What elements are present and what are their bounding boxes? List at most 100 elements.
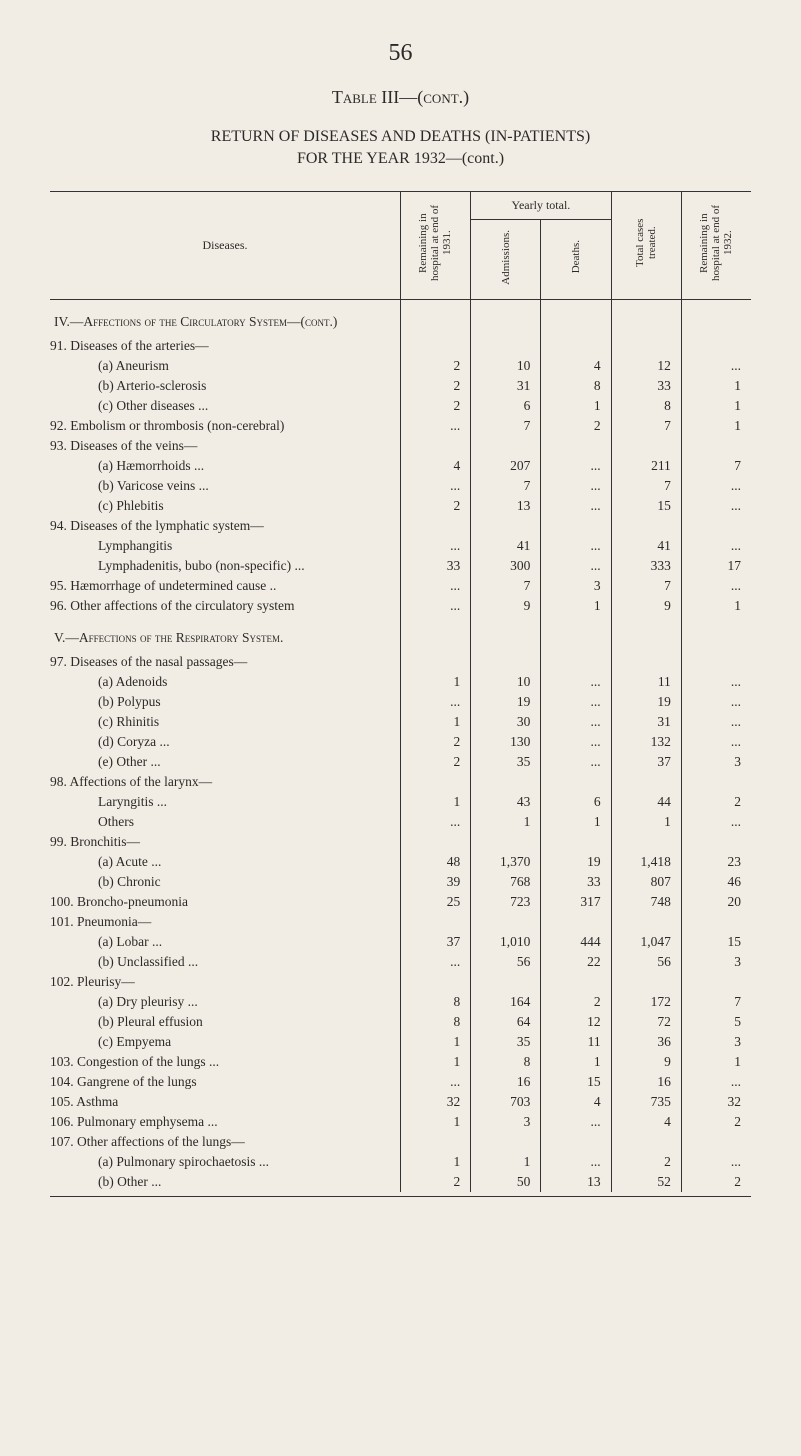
table-cell: ... xyxy=(401,596,471,616)
table-cell xyxy=(611,652,681,672)
table-row: (a) Aneurism210412... xyxy=(50,356,751,376)
table-cell: 1 xyxy=(401,792,471,812)
col-yearly-total: Yearly total. xyxy=(471,192,611,220)
table-cell: 211 xyxy=(611,456,681,476)
table-row: Lymphadenitis, bubo (non-specific) ...33… xyxy=(50,556,751,576)
table-cell: 300 xyxy=(471,556,541,576)
row-label: (b) Unclassified ... xyxy=(50,952,401,972)
table-row: 103. Congestion of the lungs ...18191 xyxy=(50,1052,751,1072)
table-cell xyxy=(541,336,611,356)
table-cell: 2 xyxy=(401,396,471,416)
table-cell: 7 xyxy=(611,416,681,436)
table-cell xyxy=(401,299,471,336)
table-cell: 1 xyxy=(401,672,471,692)
table-cell: ... xyxy=(401,952,471,972)
table-cell: ... xyxy=(681,536,751,556)
table-cell: 2 xyxy=(401,752,471,772)
table-cell: 4 xyxy=(541,356,611,376)
row-label: 103. Congestion of the lungs ... xyxy=(50,1052,401,1072)
table-row: (b) Arterio-sclerosis2318331 xyxy=(50,376,751,396)
table-row: 106. Pulmonary emphysema ...13...42 xyxy=(50,1112,751,1132)
table-row: 98. Affections of the larynx— xyxy=(50,772,751,792)
table-cell: 3 xyxy=(471,1112,541,1132)
table-cell: 735 xyxy=(611,1092,681,1112)
row-label: 100. Broncho-pneumonia xyxy=(50,892,401,912)
table-cell xyxy=(541,299,611,336)
table-cell: 41 xyxy=(471,536,541,556)
row-label: (b) Arterio-sclerosis xyxy=(50,376,401,396)
col-total-cases-label: Total cases treated. xyxy=(634,198,658,288)
table-cell xyxy=(681,516,751,536)
table-row: (c) Empyema13511363 xyxy=(50,1032,751,1052)
table-cell xyxy=(471,299,541,336)
row-label: (a) Adenoids xyxy=(50,672,401,692)
table-row: Lymphangitis...41...41... xyxy=(50,536,751,556)
table-cell: ... xyxy=(541,536,611,556)
table-cell: 7 xyxy=(471,416,541,436)
table-cell xyxy=(541,1132,611,1152)
main-title-line1: RETURN OF DISEASES AND DEATHS (IN-PATIEN… xyxy=(211,128,590,145)
table-cell: 5 xyxy=(681,1012,751,1032)
table-cell: 7 xyxy=(471,576,541,596)
table-cell: 7 xyxy=(681,456,751,476)
table-cell: 6 xyxy=(541,792,611,812)
table-cell xyxy=(471,516,541,536)
table-cell: 1 xyxy=(681,396,751,416)
table-cell: 37 xyxy=(611,752,681,772)
table-row: (d) Coryza ...2130...132... xyxy=(50,732,751,752)
row-label: (a) Pulmonary spirochaetosis ... xyxy=(50,1152,401,1172)
table-cell: 1 xyxy=(541,812,611,832)
table-cell: 10 xyxy=(471,672,541,692)
table-cell: 2 xyxy=(681,1172,751,1192)
row-label: (c) Empyema xyxy=(50,1032,401,1052)
data-table-wrap: Diseases. Remaining in hospital at end o… xyxy=(50,191,751,1197)
table-cell: 7 xyxy=(471,476,541,496)
table-cell: ... xyxy=(681,1152,751,1172)
table-cell: 3 xyxy=(541,576,611,596)
table-cell: 1 xyxy=(401,712,471,732)
col-remaining-1932: Remaining in hospital at end of 1932. xyxy=(681,192,751,299)
table-row: (a) Acute ...481,370191,41823 xyxy=(50,852,751,872)
table-cell: 12 xyxy=(611,356,681,376)
table-cell xyxy=(611,1132,681,1152)
row-label: (e) Other ... xyxy=(50,752,401,772)
table-cell: 703 xyxy=(471,1092,541,1112)
table-cell xyxy=(471,436,541,456)
row-label: (a) Acute ... xyxy=(50,852,401,872)
table-cell: 13 xyxy=(471,496,541,516)
table-cell: ... xyxy=(681,1072,751,1092)
table-row: 105. Asthma32703473532 xyxy=(50,1092,751,1112)
table-cell xyxy=(541,912,611,932)
table-cell: 207 xyxy=(471,456,541,476)
table-cell: 32 xyxy=(681,1092,751,1112)
table-cell: 56 xyxy=(471,952,541,972)
table-cell: 33 xyxy=(611,376,681,396)
table-cell: 4 xyxy=(401,456,471,476)
table-cell: 164 xyxy=(471,992,541,1012)
section-header: V.—Affections of the Respiratory System. xyxy=(50,616,401,652)
table-cell: 9 xyxy=(611,596,681,616)
table-cell xyxy=(541,652,611,672)
data-table: Diseases. Remaining in hospital at end o… xyxy=(50,192,751,1197)
table-cell: 1 xyxy=(541,596,611,616)
table-cell xyxy=(471,1132,541,1152)
row-label: (d) Coryza ... xyxy=(50,732,401,752)
table-cell: 2 xyxy=(401,356,471,376)
table-cell: 317 xyxy=(541,892,611,912)
table-cell: 50 xyxy=(471,1172,541,1192)
table-row: (c) Rhinitis130...31... xyxy=(50,712,751,732)
table-cell: 748 xyxy=(611,892,681,912)
row-label: 92. Embolism or thrombosis (non-cerebral… xyxy=(50,416,401,436)
table-cell xyxy=(471,972,541,992)
table-cell: 64 xyxy=(471,1012,541,1032)
table-cell: 31 xyxy=(611,712,681,732)
table-cell: 1 xyxy=(681,376,751,396)
section-header: IV.—Affections of the Circulatory System… xyxy=(50,299,401,336)
table-cell: 17 xyxy=(681,556,751,576)
table-cell: 8 xyxy=(401,992,471,1012)
row-label: 93. Diseases of the veins— xyxy=(50,436,401,456)
table-row: (b) Chronic397683380746 xyxy=(50,872,751,892)
table-cell: ... xyxy=(681,812,751,832)
table-cell: ... xyxy=(401,692,471,712)
table-cell xyxy=(401,516,471,536)
